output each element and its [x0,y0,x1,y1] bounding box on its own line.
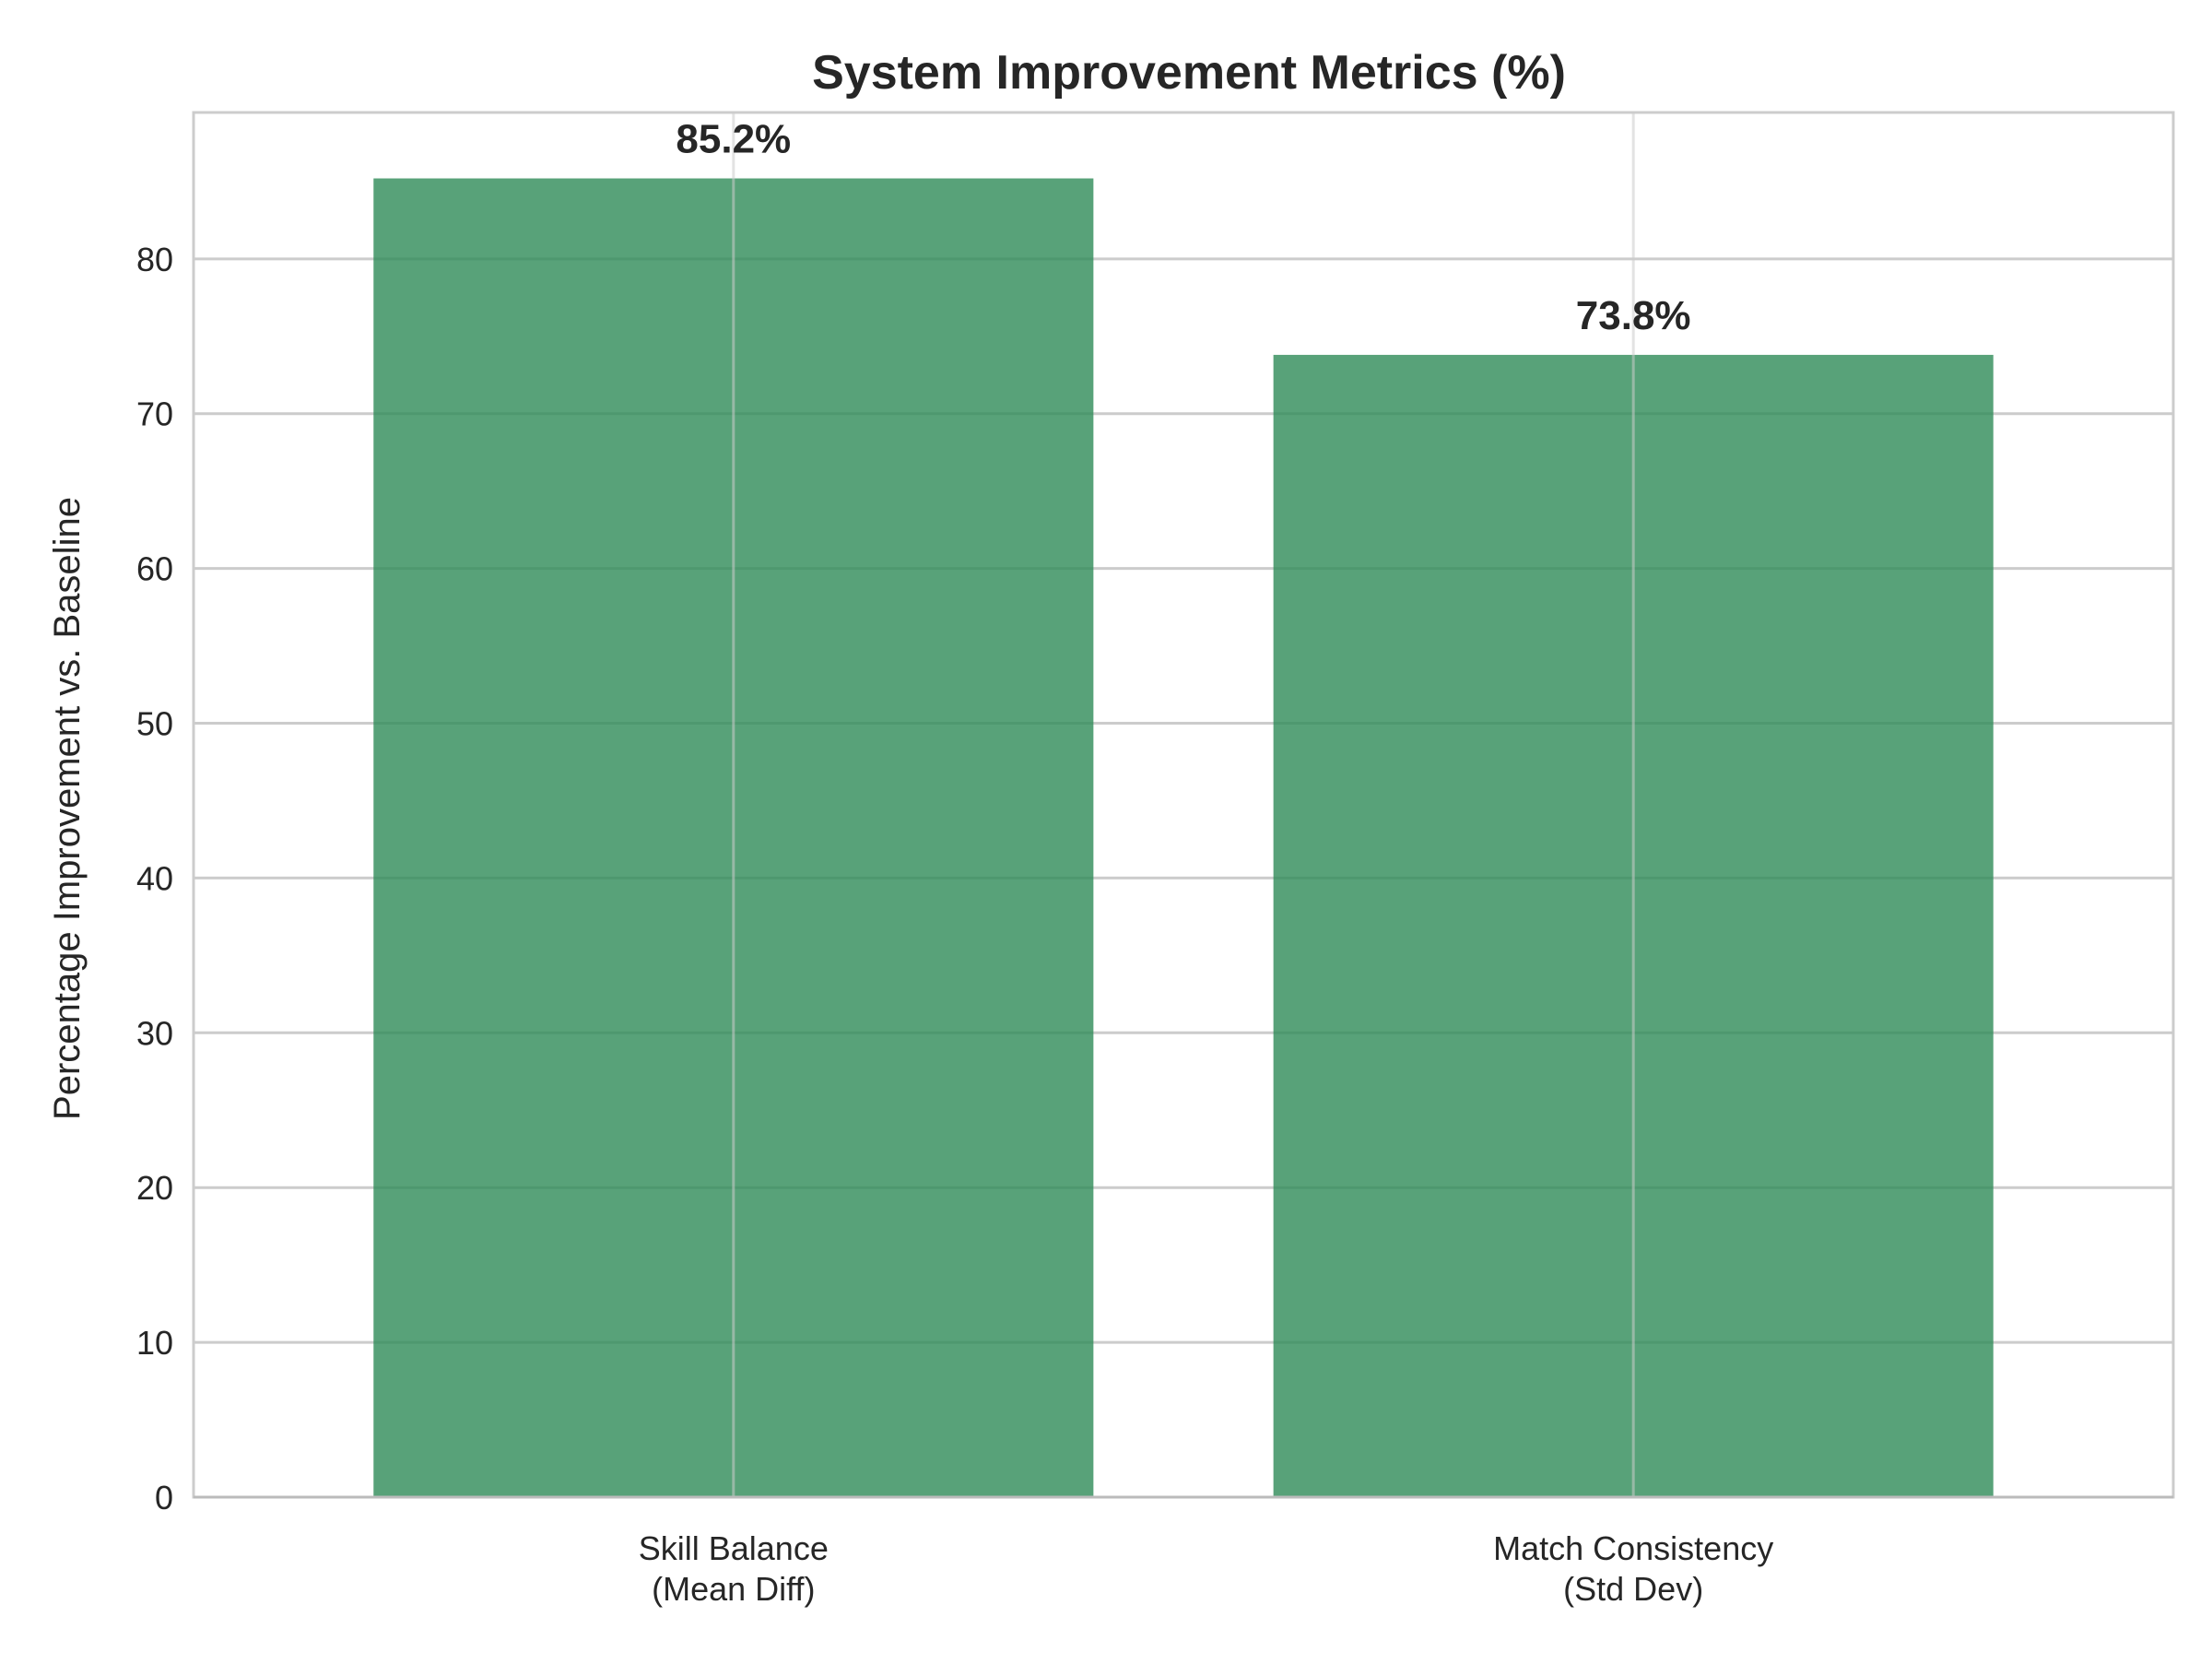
y-tick-label: 50 [136,705,173,743]
data-labels: 85.2% 73.8% [676,117,1690,338]
y-tick-label: 80 [136,241,173,278]
data-label: 85.2% [676,117,791,162]
x-tick-labels: Skill Balance (Mean Diff) Match Consistenc… [639,1529,1773,1608]
y-tick-label: 30 [136,1014,173,1052]
x-tick-label: Match Consistency (Std Dev) [1493,1529,1773,1608]
y-axis-label: Percentage Improvement vs. Baseline [47,497,88,1120]
y-tick-label: 20 [136,1169,173,1207]
vertical-gridlines [732,112,1635,1497]
y-tick-labels: 0 10 20 30 40 50 60 70 80 [136,241,173,1516]
x-tick-label: Skill Balance (Mean Diff) [639,1529,829,1608]
y-tick-label: 70 [136,395,173,433]
plot-frame [192,111,2175,1499]
y-tick-label: 10 [136,1324,173,1362]
y-tick-label: 0 [155,1479,173,1516]
y-tick-label: 40 [136,859,173,897]
chart-title: System Improvement Metrics (%) [812,46,1566,100]
y-tick-label: 60 [136,550,173,588]
data-label: 73.8% [1576,293,1691,338]
